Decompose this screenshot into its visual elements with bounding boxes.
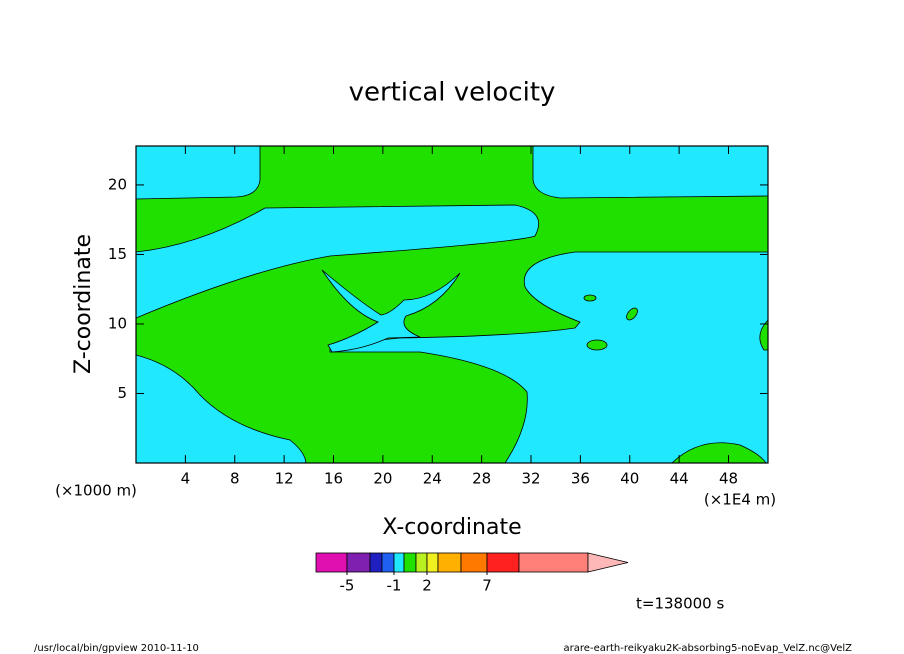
contour-field <box>136 146 768 463</box>
x-unit: (×1E4 m) <box>704 491 776 509</box>
x-tick-label: 44 <box>670 470 689 488</box>
x-tick-label: 8 <box>230 470 240 488</box>
colorbar-tick-label: -5 <box>340 577 355 595</box>
x-tick-label: 12 <box>275 470 294 488</box>
colorbar-box <box>437 552 462 573</box>
y-tick-label: 5 <box>117 384 127 402</box>
contour-region <box>671 442 767 463</box>
contour-region <box>329 251 768 463</box>
y-tick-label: 10 <box>108 314 127 332</box>
colorbar-box <box>486 552 520 573</box>
colorbar-tick-label: 2 <box>422 577 432 595</box>
colorbar-box <box>369 552 383 573</box>
x-tick-label: 16 <box>324 470 343 488</box>
contour-region <box>136 146 261 200</box>
x-tick-label: 36 <box>571 470 590 488</box>
contour-region <box>586 339 608 351</box>
contour-region <box>532 146 768 199</box>
colorbar-tick-label: 7 <box>482 577 492 595</box>
y-axis-label: Z-coordinate <box>71 234 96 374</box>
y-unit: (×1000 m) <box>55 482 137 500</box>
contour-region <box>626 307 638 321</box>
x-tick-label: 4 <box>181 470 191 488</box>
x-axis-label: X-coordinate <box>382 515 521 540</box>
colorbar-box <box>381 552 395 573</box>
chart-title: vertical velocity <box>349 78 556 108</box>
colorbar-box <box>415 552 428 573</box>
footer-right: arare-earth-reikyaku2K-absorbing5-noEvap… <box>564 643 853 654</box>
y-tick-label: 15 <box>108 245 127 263</box>
y-tick-label: 20 <box>108 175 127 193</box>
colorbar-box <box>518 552 589 573</box>
plot-frame <box>135 145 769 464</box>
contour-region <box>136 204 540 319</box>
footer-left: /usr/local/bin/gpview 2010-11-10 <box>34 643 199 654</box>
colorbar-box <box>393 552 405 573</box>
contour-region <box>321 269 461 353</box>
contour-region <box>136 354 307 463</box>
x-tick-label: 40 <box>620 470 639 488</box>
x-tick-label: 28 <box>472 470 491 488</box>
x-tick-label: 32 <box>521 470 540 488</box>
colorbar-tick-label: -1 <box>387 577 402 595</box>
x-tick-label: 20 <box>373 470 392 488</box>
annotation: t=138000 s <box>636 595 724 613</box>
colorbar-box <box>403 552 417 573</box>
colorbar-extension <box>587 552 629 573</box>
colorbar-box <box>460 552 488 573</box>
x-tick-label: 24 <box>423 470 442 488</box>
contour-region <box>583 294 597 302</box>
colorbar-box <box>426 552 439 573</box>
x-tick-label: 48 <box>719 470 738 488</box>
colorbar-box <box>315 552 348 573</box>
colorbar-box <box>346 552 371 573</box>
